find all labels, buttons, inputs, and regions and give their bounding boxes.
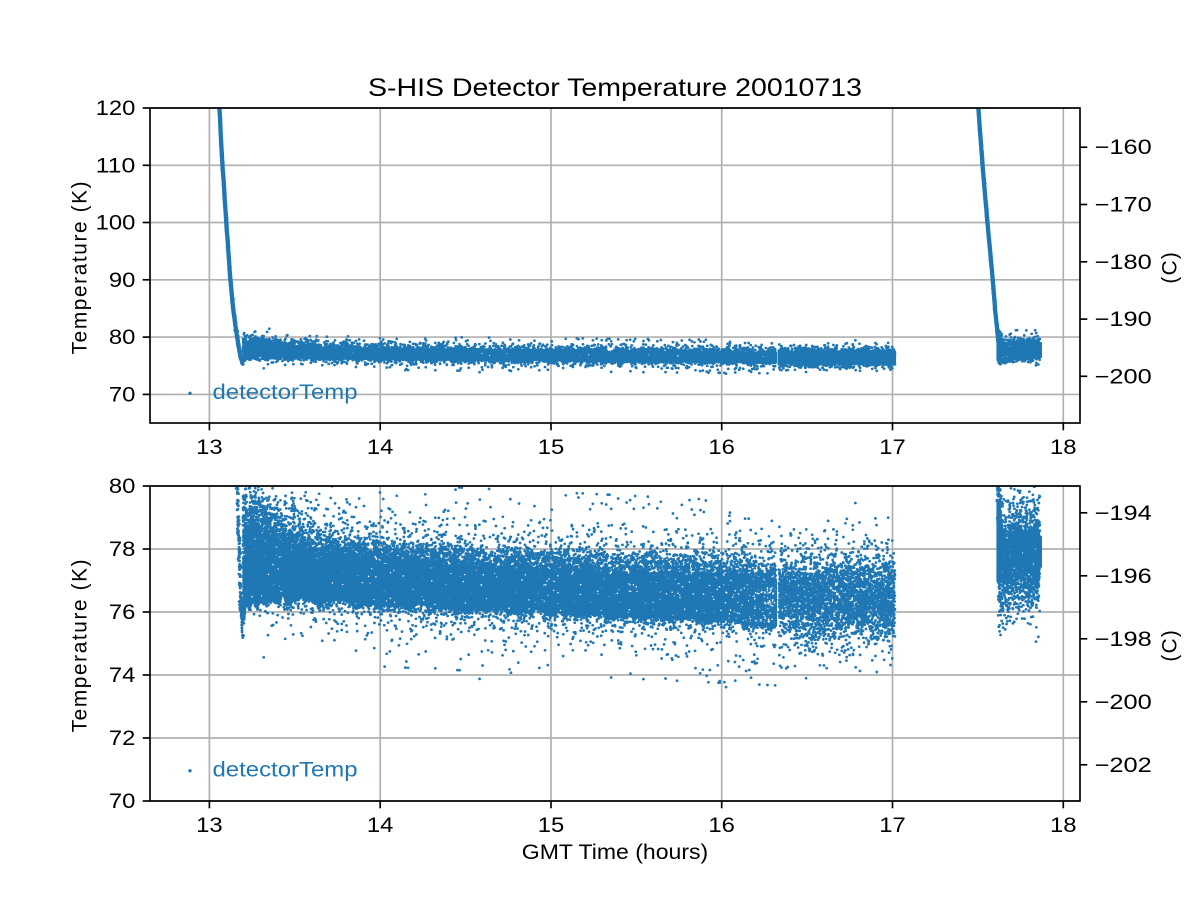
svg-text:70: 70 [109,383,136,406]
svg-text:detectorTemp: detectorTemp [213,381,358,404]
svg-text:13: 13 [196,436,223,459]
svg-text:16: 16 [708,436,735,459]
svg-text:17: 17 [879,814,906,837]
svg-text:13: 13 [196,814,223,837]
svg-text:17: 17 [879,436,906,459]
svg-text:18: 18 [1050,814,1077,837]
svg-text:S-HIS Detector Temperature 200: S-HIS Detector Temperature 20010713 [368,74,862,102]
svg-text:Temperature (K): Temperature (K) [68,181,91,354]
svg-text:−170: −170 [1095,194,1152,217]
svg-text:18: 18 [1050,436,1077,459]
svg-text:72: 72 [109,727,136,750]
svg-text:Temperature (K): Temperature (K) [68,559,91,732]
svg-text:110: 110 [96,154,136,177]
svg-text:70: 70 [109,790,136,813]
svg-text:16: 16 [708,814,735,837]
svg-text:15: 15 [538,436,565,459]
svg-text:−200: −200 [1095,691,1152,714]
svg-text:−202: −202 [1095,754,1152,777]
svg-text:90: 90 [109,269,136,292]
svg-text:−180: −180 [1095,251,1152,274]
svg-text:80: 80 [109,326,136,349]
svg-text:(C): (C) [1158,252,1181,284]
svg-text:80: 80 [109,475,136,498]
svg-text:14: 14 [367,436,394,459]
svg-text:74: 74 [109,664,136,687]
svg-text:−160: −160 [1095,136,1152,159]
svg-text:detectorTemp: detectorTemp [213,758,358,781]
svg-text:(C): (C) [1158,630,1181,662]
svg-text:−196: −196 [1095,565,1152,588]
svg-text:−198: −198 [1095,628,1152,651]
svg-text:−200: −200 [1095,365,1152,388]
svg-text:76: 76 [109,601,136,624]
svg-text:14: 14 [367,814,394,837]
svg-text:GMT Time (hours): GMT Time (hours) [522,841,708,864]
svg-text:−190: −190 [1095,308,1152,331]
svg-text:15: 15 [538,814,565,837]
svg-text:100: 100 [96,212,136,235]
svg-text:−194: −194 [1095,502,1152,525]
svg-text:120: 120 [96,97,136,120]
svg-text:78: 78 [109,538,136,561]
